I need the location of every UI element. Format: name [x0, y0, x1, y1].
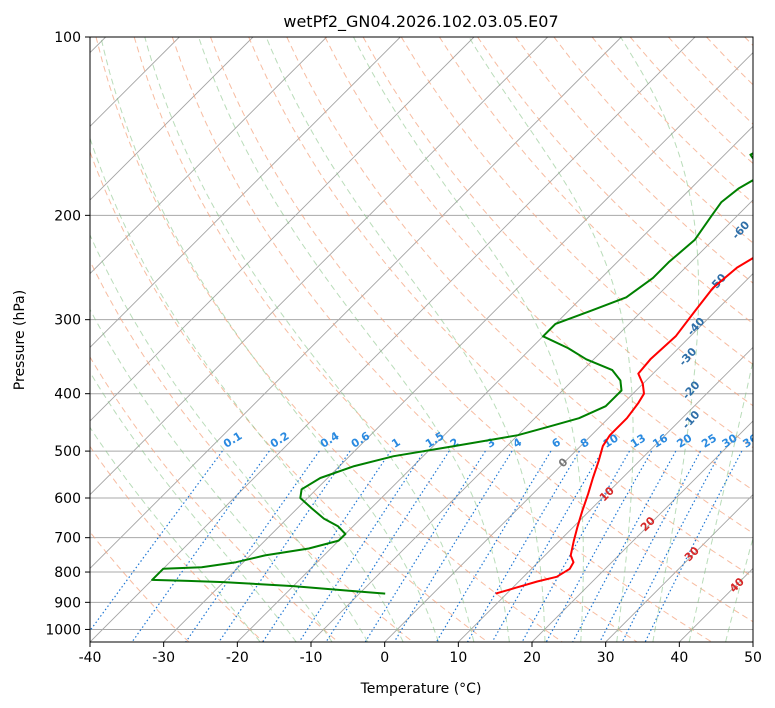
x-tick-label: 0: [380, 650, 389, 666]
mixing-ratio-line: [298, 450, 425, 642]
moist-adiabat-line: [90, 426, 261, 642]
dry-adiabat-line: [90, 150, 488, 642]
moist-adiabat-line: [100, 37, 439, 642]
dry-adiabat-line: [286, 37, 753, 534]
mixing-ratio-line: [521, 450, 631, 642]
mixing-ratio-line: [644, 450, 743, 642]
y-tick-label: 100: [54, 30, 81, 46]
isotherm-line: [90, 37, 254, 201]
x-tick-label: 10: [449, 650, 467, 666]
dry-adiabat-line: [90, 445, 264, 642]
mixing-ratio-line: [218, 450, 351, 642]
isotherm-line: [458, 346, 753, 642]
dry-adiabat-line: [438, 37, 753, 366]
dry-adiabat-line: [477, 37, 753, 325]
moist-adiabat-line: [198, 37, 510, 642]
chart-title: wetPf2_GN04.2026.102.03.05.E07: [283, 12, 558, 32]
moist-adiabat-line: [265, 37, 546, 642]
moist-adiabat-line: [725, 536, 753, 642]
x-axis-label: Temperature (°C): [360, 681, 482, 697]
x-tick-label: 40: [670, 650, 688, 666]
moist-adiabat-line: [90, 371, 297, 642]
x-tick-label: -40: [79, 650, 102, 666]
isotherm-line: [90, 37, 475, 422]
dry-adiabat-line: [210, 37, 753, 623]
mixing-ratio-line: [599, 450, 702, 642]
moist-adiabat-line: [144, 37, 475, 642]
mixing-ratio-line: [572, 450, 677, 642]
dry-adiabat-line: [90, 259, 414, 642]
y-axis-label: Pressure (hPa): [12, 290, 28, 390]
axes: -40 -30 -20 -10 0 10 20 30 40 50 100 200 300 400 500 60…: [45, 30, 762, 666]
isotherm-line: [90, 37, 696, 642]
background-lines: [90, 37, 753, 642]
mixing-ratio-line: [90, 450, 223, 632]
moist-adiabat-line: [620, 37, 700, 642]
mixing-ratio-line: [545, 450, 653, 642]
y-tick-label: 600: [54, 491, 81, 507]
y-tick-label: 200: [54, 208, 81, 224]
mixing-ratio-line: [621, 450, 722, 642]
dry-adiabat-line: [248, 37, 753, 578]
mixing-ratio-line: [491, 450, 603, 642]
isotherm-line: [90, 37, 401, 348]
isotherm-line: [90, 37, 327, 275]
isotherm-line: [531, 420, 753, 642]
x-tick-label: 30: [597, 650, 615, 666]
isotherm-line: [90, 37, 548, 496]
x-tick-label: -20: [226, 650, 249, 666]
plot-frame: [89, 36, 754, 643]
temperature-profile-line: [495, 256, 753, 595]
moist-adiabat-line: [90, 233, 369, 642]
isotherm-line: [163, 52, 753, 642]
moist-adiabat-line: [90, 136, 404, 642]
dry-adiabat-line: [90, 356, 339, 642]
isotherm-line: [605, 494, 753, 642]
dry-adiabat-line: [171, 37, 712, 642]
isotherm-line: [384, 273, 753, 642]
moist-adiabat-line: [90, 308, 333, 642]
x-tick-label: 50: [744, 650, 762, 666]
y-tick-label: 400: [54, 387, 81, 403]
mixing-ratio-line: [185, 450, 320, 642]
x-tick-label: 20: [523, 650, 541, 666]
y-tick-label: 500: [54, 444, 81, 460]
y-tick-label: 1000: [45, 622, 81, 638]
dry-adiabat-line: [324, 37, 753, 491]
mixing-ratio-line: [262, 450, 392, 642]
y-tick-label: 900: [54, 595, 81, 611]
y-tick-label: 300: [54, 313, 81, 329]
y-tick-label: 800: [54, 565, 81, 581]
mixing-ratio-line: [393, 450, 513, 642]
x-tick-label: -10: [300, 650, 323, 666]
y-tick-label: 700: [54, 531, 81, 547]
dry-adiabat-line: [133, 37, 638, 642]
moist-adiabat-line: [353, 37, 584, 642]
moist-adiabat-line: [688, 358, 753, 642]
x-tick-label: -30: [152, 650, 175, 666]
isotherm-line: [90, 37, 622, 569]
dry-adiabat-line: [95, 37, 563, 642]
